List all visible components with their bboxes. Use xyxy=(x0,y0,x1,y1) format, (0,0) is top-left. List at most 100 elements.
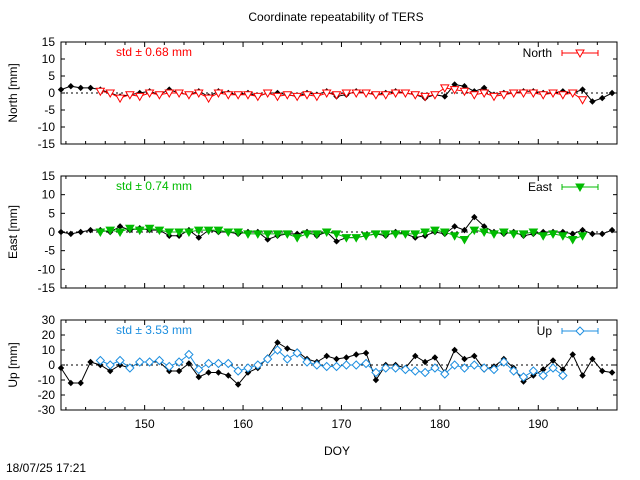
data-point xyxy=(558,91,568,100)
data-point xyxy=(548,89,558,99)
data-point xyxy=(420,228,430,238)
panel-east: 15 10 5 0 -5 -10 -15 East [mm] std ± 0.74 mm East xyxy=(6,169,618,295)
data-point xyxy=(508,230,519,239)
data-point xyxy=(331,91,342,100)
data-point xyxy=(302,230,312,239)
data-point xyxy=(264,236,271,243)
data-point xyxy=(421,358,429,366)
data-point xyxy=(302,357,312,367)
data-point xyxy=(439,84,450,93)
data-point xyxy=(67,82,75,90)
data-point xyxy=(449,86,460,95)
data-point xyxy=(469,226,480,236)
x-tick-label: 150 xyxy=(135,417,155,431)
data-point xyxy=(579,372,586,379)
data-point xyxy=(381,363,391,373)
data-point xyxy=(223,91,234,100)
series-blue xyxy=(95,345,568,382)
data-point xyxy=(441,93,448,100)
data-point xyxy=(233,91,243,100)
data-point xyxy=(412,352,419,360)
data-point xyxy=(361,89,371,99)
data-point xyxy=(451,346,458,354)
data-point xyxy=(175,367,183,375)
std-annotation: std ± 0.74 mm xyxy=(116,179,192,193)
data-point xyxy=(57,228,65,236)
data-point xyxy=(57,364,65,372)
y-tick-label: -15 xyxy=(38,281,56,295)
data-point xyxy=(174,89,184,99)
data-point xyxy=(282,91,293,100)
data-point xyxy=(115,355,125,366)
series-red xyxy=(95,84,588,105)
data-point xyxy=(125,363,135,373)
data-point xyxy=(459,235,470,245)
y-tick-label: -10 xyxy=(38,120,56,134)
data-point xyxy=(410,230,421,239)
data-point xyxy=(125,91,135,100)
x-tick-label: 190 xyxy=(528,417,548,431)
data-point xyxy=(174,228,184,238)
data-point xyxy=(203,94,214,104)
footer-timestamp: 18/07/25 17:21 xyxy=(6,461,87,475)
data-point xyxy=(518,372,529,382)
data-point xyxy=(548,230,558,239)
data-point xyxy=(528,366,539,376)
data-point xyxy=(95,87,106,97)
data-point xyxy=(105,360,115,370)
x-tick-label: 170 xyxy=(331,417,351,431)
chart-title: Coordinate repeatability of TERS xyxy=(248,10,423,24)
y-tick-label: 0 xyxy=(48,225,55,239)
data-point xyxy=(262,354,273,364)
data-point xyxy=(589,230,596,238)
data-point xyxy=(608,369,616,376)
data-point xyxy=(193,226,204,236)
data-point xyxy=(579,226,586,234)
data-point xyxy=(272,230,283,239)
data-point xyxy=(390,230,401,239)
data-point xyxy=(400,89,411,99)
data-point xyxy=(144,357,155,367)
x-tick-label: 160 xyxy=(233,417,253,431)
data-point xyxy=(77,228,84,236)
data-point xyxy=(333,238,340,245)
legend-marker xyxy=(575,326,585,336)
data-point xyxy=(577,96,588,105)
data-point xyxy=(499,357,509,367)
data-point xyxy=(195,373,202,381)
data-point xyxy=(106,367,114,375)
y-tick-label: -5 xyxy=(44,103,55,117)
panel-north: 15 10 5 0 -5 -10 -15 North [mm] std ± 0.68 mm Nor… xyxy=(6,35,618,151)
data-point xyxy=(262,230,273,239)
y-tick-label: 0 xyxy=(48,86,55,100)
data-point xyxy=(380,230,391,239)
data-point xyxy=(449,232,460,241)
data-point xyxy=(203,226,214,236)
data-point xyxy=(430,91,440,100)
data-point xyxy=(390,89,401,99)
data-point xyxy=(77,379,84,387)
data-point xyxy=(498,228,509,238)
x-tick-label: 180 xyxy=(430,417,450,431)
data-point xyxy=(311,92,322,102)
data-point xyxy=(184,91,194,100)
data-point xyxy=(115,228,125,238)
y-tick-label: 0 xyxy=(48,358,55,372)
data-point xyxy=(461,226,468,234)
data-point xyxy=(599,94,606,102)
data-point xyxy=(341,234,352,243)
data-point xyxy=(577,232,588,241)
data-point xyxy=(538,232,549,241)
data-point xyxy=(253,360,263,370)
data-point xyxy=(380,91,391,100)
data-point xyxy=(87,358,94,366)
y-tick-label: 20 xyxy=(42,328,56,342)
data-point xyxy=(420,367,430,378)
data-point xyxy=(567,89,578,99)
data-point xyxy=(243,91,253,100)
data-point xyxy=(134,92,145,102)
data-point xyxy=(351,89,362,99)
legend-label: Up xyxy=(537,324,553,338)
data-point xyxy=(282,230,293,239)
data-point xyxy=(154,91,165,100)
